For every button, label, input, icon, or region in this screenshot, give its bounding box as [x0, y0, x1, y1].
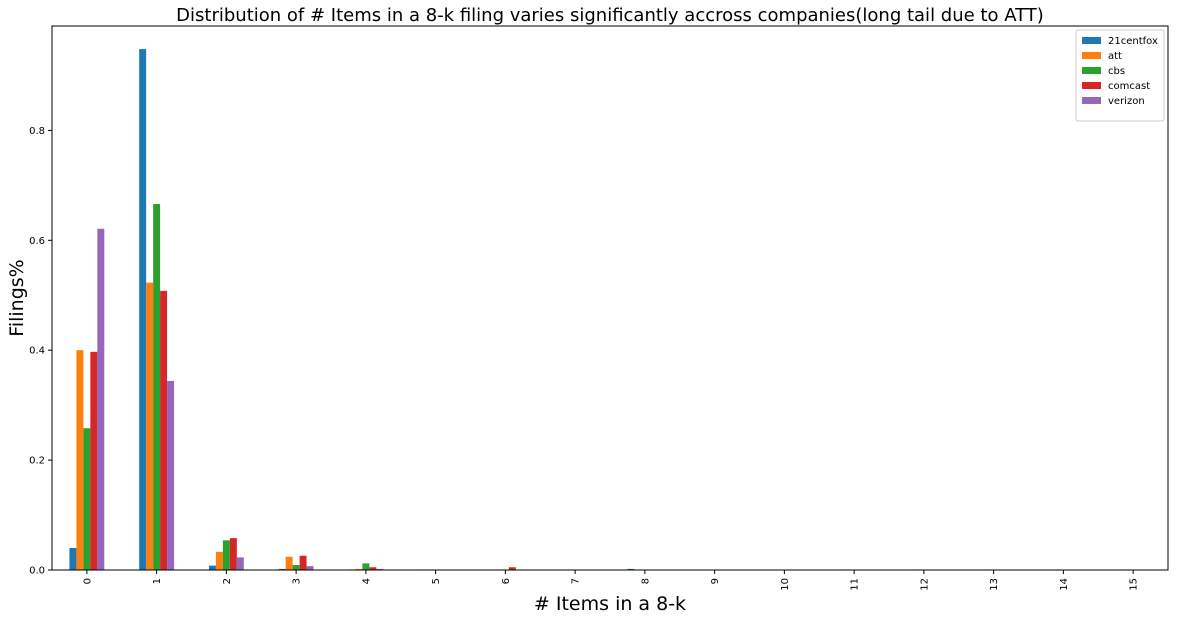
bar-21centfox-0	[69, 548, 77, 570]
x-tick-label: 0	[82, 578, 93, 584]
x-axis-label: # Items in a 8-k	[534, 593, 686, 615]
bar-21centfox-1	[139, 49, 147, 570]
bar-cbs-0	[83, 428, 91, 570]
bar-comcast-0	[90, 351, 98, 570]
y-tick-label: 0.6	[29, 236, 45, 247]
x-tick-label: 14	[1059, 578, 1070, 591]
bar-att-2	[215, 551, 223, 570]
bar-verizon-0	[97, 228, 105, 570]
x-tick-label: 12	[919, 578, 930, 591]
bar-verizon-2	[236, 557, 244, 570]
bar-verizon-3	[306, 566, 314, 570]
bar-att-1	[146, 282, 154, 570]
bar-comcast-6	[508, 567, 516, 570]
legend-swatch-att	[1082, 52, 1101, 59]
chart-title: Distribution of # Items in a 8-k filing …	[176, 5, 1044, 26]
legend-swatch-cbs	[1082, 67, 1101, 74]
bar-cbs-1	[153, 204, 161, 571]
legend-label-comcast: comcast	[1108, 81, 1150, 92]
y-tick-label: 0.8	[29, 126, 45, 137]
legend-swatch-verizon	[1082, 97, 1101, 104]
x-tick-label: 4	[361, 578, 372, 584]
bar-att-4	[355, 568, 363, 570]
bar-att-3	[285, 556, 293, 570]
bar-comcast-2	[229, 538, 237, 570]
bar-21centfox-8	[627, 568, 635, 570]
y-axis-label: Filings%	[6, 259, 28, 336]
bar-cbs-4	[362, 563, 370, 570]
bar-cbs-2	[222, 540, 230, 570]
legend-swatch-21centfox	[1082, 37, 1101, 44]
x-tick-label: 7	[571, 578, 582, 584]
x-tick-label: 10	[780, 578, 791, 591]
bar-att-0	[76, 350, 84, 570]
legend: 21centfox att cbs comcast verizon	[1075, 29, 1165, 122]
x-tick-label: 2	[222, 578, 233, 584]
y-tick-label: 0.0	[29, 566, 45, 577]
y-ticks: 0.0 0.2 0.4 0.6 0.8	[29, 126, 52, 577]
legend-label-att: att	[1108, 51, 1122, 62]
bar-21centfox-3	[278, 568, 286, 570]
x-tick-label: 5	[431, 578, 442, 584]
bar-verizon-1	[167, 380, 175, 570]
axes-group	[51, 25, 1169, 571]
x-tick-label: 11	[850, 578, 861, 591]
legend-swatch-comcast	[1082, 82, 1101, 89]
legend-label-cbs: cbs	[1108, 66, 1125, 77]
y-tick-label: 0.4	[29, 346, 45, 357]
x-ticks: 0 1 2 3 4 5 6 7 8 9 10 11 12 13 14 15	[82, 570, 1140, 591]
x-tick-label: 1	[152, 578, 163, 584]
bar-comcast-4	[369, 567, 377, 570]
y-tick-label: 0.2	[29, 456, 45, 467]
bar-cbs-3	[292, 565, 300, 570]
bars-group	[69, 49, 1130, 571]
bar-comcast-1	[160, 290, 168, 570]
x-tick-label: 9	[710, 578, 721, 584]
x-tick-label: 15	[1129, 578, 1140, 591]
bar-verizon-4	[376, 568, 384, 570]
legend-label-verizon: verizon	[1108, 96, 1145, 107]
bar-21centfox-2	[208, 565, 216, 570]
legend-label-21centfox: 21centfox	[1108, 36, 1158, 47]
bar-comcast-3	[299, 555, 307, 570]
x-tick-label: 8	[640, 578, 651, 584]
x-tick-label: 13	[989, 578, 1000, 591]
x-tick-label: 6	[501, 578, 512, 584]
x-tick-label: 3	[292, 578, 303, 584]
plot-frame	[51, 25, 1169, 571]
